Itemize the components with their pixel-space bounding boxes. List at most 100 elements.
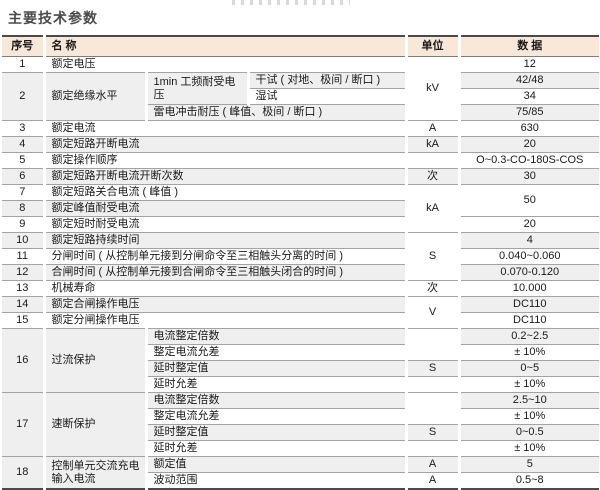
data-cell: 0~0.5 [457,424,599,441]
table-row: 延时整定值 S 0~5 [2,360,599,377]
table-row: 延时允差 ± 10% [2,376,599,393]
name-cell: 分闸时间 ( 从控制单元接到分闸命令至三相触头分离的时间 ) [42,248,406,265]
data-cell: 630 [457,120,599,137]
unit-cell: kA [404,136,459,153]
table-row: 6 额定短路开断电流开断次数 次 30 [2,168,599,185]
unit-cell: S [404,424,459,441]
data-cell: 4 [457,232,599,249]
table-row: 5 额定操作顺序 O~0.3-CO-180S-COS [2,152,599,169]
table-row: 2 额定绝缘水平 1min 工频耐受电压 干试 ( 对地、极间 / 断口 ) 4… [2,72,599,121]
table-row: 3 额定电流 A 630 [2,120,599,137]
table-row: 整定电流允差 ± 10% [2,344,599,361]
table-row: 4 额定短路开断电流 kA 20 [2,136,599,153]
data-cell: DC110 [457,312,599,329]
data-cell: ± 10% [457,376,599,393]
row-number-cell: 17 [2,392,44,457]
col-header-data: 数 据 [457,36,599,57]
technical-parameters-table: 序号 名 称 单位 数 据 1 额定电压 kV 12 2 额定绝缘水平 1min… [2,35,599,490]
table-row: 12 合闸时间 ( 从控制单元接到合闸命令至三相触头闭合的时间 ) 0.070-… [2,264,599,281]
name-cell: 额定短时耐受电流 [42,216,406,233]
detail-cell: 电流整定倍数 [144,392,406,409]
unit-cell: 次 [404,168,459,185]
data-cell: 2.5~10 [457,392,599,409]
col-header-name: 名 称 [42,36,406,57]
data-cell: 20 [457,136,599,153]
unit-cell: S [404,360,459,377]
detail-cell: 湿试 [246,88,406,105]
row-number-cell: 9 [2,216,44,233]
data-cell: DC110 [457,296,599,313]
detail-cell: 雷电冲击耐压 ( 峰值、极间 / 断口 ) [144,104,406,121]
data-cell: 0.2~2.5 [457,328,599,345]
table-row: 8 额定峰值耐受电流 [2,200,599,217]
row-number-cell: 11 [2,248,44,265]
data-cell: 75/85 [457,104,599,121]
data-cell: 0.070-0.120 [457,264,599,281]
sub-name-cell: 1min 工频耐受电压 [144,72,248,105]
data-cell: 0~5 [457,360,599,377]
row-number-cell: 10 [2,232,44,249]
name-cell: 额定短路开断电流 [42,136,406,153]
data-cell: 10.000 [457,280,599,297]
data-cell: 42/48 [457,72,599,89]
data-cell: 30 [457,168,599,185]
row-number-cell: 6 [2,168,44,185]
data-cell: 20 [457,216,599,233]
unit-cell: A [404,120,459,137]
table-row: 14 额定合闸操作电压 V DC110 [2,296,599,329]
name-cell: 合闸时间 ( 从控制单元接到合闸命令至三相触头闭合的时间 ) [42,264,406,281]
table-row: 17 速断保护 电流整定倍数 2.5~10 [2,392,599,457]
row-number-cell: 13 [2,280,44,297]
data-cell: 12 [457,56,599,73]
row-number-cell: 7 [2,184,44,201]
data-cell: 0.5~8 [457,472,599,490]
row-number-cell: 15 [2,312,44,329]
detail-cell: 整定电流允差 [144,344,406,361]
row-number-cell: 5 [2,152,44,169]
detail-cell: 额定值 [144,456,406,473]
unit-cell: V [404,296,459,329]
unit-cell [404,328,459,361]
name-cell: 机械寿命 [42,280,406,297]
table-row: 16 过流保护 电流整定倍数 0.2~2.5 [2,328,599,393]
unit-cell: kA [404,184,459,233]
header-row: 序号 名 称 单位 数 据 [2,36,599,57]
table-row: 湿试 34 [2,88,599,105]
table-row: 13 机械寿命 次 10.000 [2,280,599,297]
name-cell: 额定短路开断电流开断次数 [42,168,406,185]
table-row: 延时整定值 S 0~0.5 [2,424,599,441]
row-number-cell: 16 [2,328,44,393]
detail-cell: 整定电流允差 [144,408,406,425]
name-cell: 过流保护 [42,328,146,393]
col-header-unit: 单位 [404,36,459,57]
row-number-cell: 18 [2,456,44,490]
data-cell: ± 10% [457,440,599,457]
row-number-cell: 3 [2,120,44,137]
unit-cell [404,376,459,393]
name-cell: 控制单元交流充电输入电流 [42,456,146,490]
detail-cell: 延时允差 [144,376,406,393]
table-row: 18 控制单元交流充电输入电流 额定值 A 5 [2,456,599,490]
data-cell: 50 [457,184,599,217]
clipped-text-artifact [232,0,350,5]
row-number-cell: 4 [2,136,44,153]
page-title: 主要技术参数 [8,10,98,26]
row-number-cell: 1 [2,56,44,73]
row-number-cell: 2 [2,72,44,121]
detail-cell: 延时允差 [144,440,406,457]
row-number-cell: 8 [2,200,44,217]
unit-cell [404,440,459,457]
row-number-cell: 12 [2,264,44,281]
name-cell: 额定操作顺序 [42,152,406,169]
table-row: 15 额定分闸操作电压 DC110 [2,312,599,329]
name-cell: 额定电压 [42,56,406,73]
table-row: 7 额定短路关合电流 ( 峰值 ) kA 50 [2,184,599,233]
detail-cell: 延时整定值 [144,360,406,377]
table-row: 10 额定短路持续时间 S 4 [2,232,599,281]
name-cell: 速断保护 [42,392,146,457]
detail-cell: 延时整定值 [144,424,406,441]
name-cell: 额定合闸操作电压 [42,296,406,313]
unit-cell [404,392,459,425]
table-row: 整定电流允差 ± 10% [2,408,599,425]
unit-cell: A [404,456,459,473]
